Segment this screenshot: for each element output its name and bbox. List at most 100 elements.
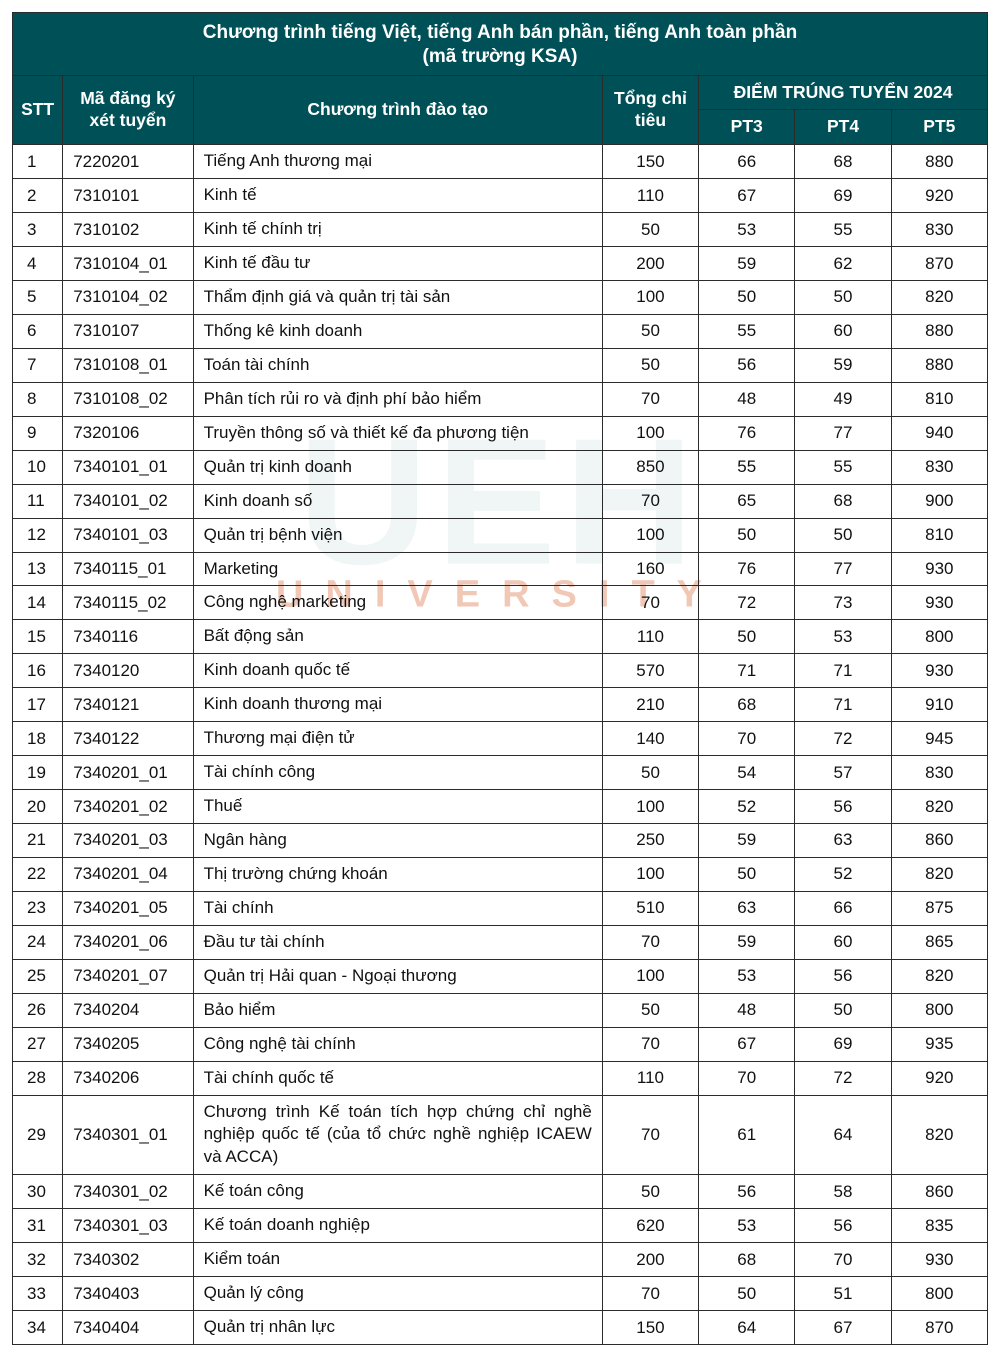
cell-pt5: 920 [891, 179, 987, 213]
cell-stt: 1 [13, 145, 63, 179]
cell-prog: Công nghệ marketing [193, 586, 602, 620]
col-pt3: PT3 [699, 110, 795, 145]
cell-code: 7340301_03 [63, 1209, 193, 1243]
cell-pt3: 50 [699, 281, 795, 315]
cell-pt5: 830 [891, 756, 987, 790]
table-row: 297340301_01Chương trình Kế toán tích hợ… [13, 1095, 988, 1175]
cell-pt5: 910 [891, 688, 987, 722]
cell-prog: Công nghệ tài chính [193, 1027, 602, 1061]
cell-pt3: 53 [699, 213, 795, 247]
table-row: 37310102Kinh tế chính trị505355830 [13, 213, 988, 247]
cell-pt3: 68 [699, 1243, 795, 1277]
cell-prog: Thương mại điện tử [193, 722, 602, 756]
cell-code: 7320106 [63, 416, 193, 450]
cell-pt4: 60 [795, 314, 891, 348]
cell-pt4: 50 [795, 281, 891, 315]
cell-code: 7340201_03 [63, 824, 193, 858]
cell-quota: 110 [602, 620, 698, 654]
cell-pt4: 77 [795, 416, 891, 450]
cell-quota: 50 [602, 213, 698, 247]
cell-stt: 34 [13, 1311, 63, 1345]
cell-pt3: 55 [699, 314, 795, 348]
table-row: 97320106Truyền thông số và thiết kế đa p… [13, 416, 988, 450]
cell-pt5: 820 [891, 790, 987, 824]
cell-prog: Phân tích rủi ro và định phí bảo hiểm [193, 382, 602, 416]
cell-pt5: 920 [891, 1061, 987, 1095]
table-row: 147340115_02Công nghệ marketing707273930 [13, 586, 988, 620]
cell-pt5: 800 [891, 1277, 987, 1311]
cell-stt: 18 [13, 722, 63, 756]
cell-prog: Kinh tế chính trị [193, 213, 602, 247]
cell-quota: 50 [602, 993, 698, 1027]
cell-quota: 70 [602, 925, 698, 959]
cell-quota: 50 [602, 756, 698, 790]
cell-stt: 9 [13, 416, 63, 450]
cell-prog: Kiểm toán [193, 1243, 602, 1277]
cell-pt4: 72 [795, 722, 891, 756]
cell-code: 7340201_06 [63, 925, 193, 959]
cell-pt5: 810 [891, 518, 987, 552]
cell-pt3: 70 [699, 722, 795, 756]
cell-code: 7340205 [63, 1027, 193, 1061]
cell-pt4: 60 [795, 925, 891, 959]
admissions-table-container: UEH UNIVERSITY Chương trình tiếng Việt, … [12, 12, 988, 1345]
table-row: 277340205Công nghệ tài chính706769935 [13, 1027, 988, 1061]
table-row: 237340201_05Tài chính5106366875 [13, 891, 988, 925]
cell-stt: 2 [13, 179, 63, 213]
cell-pt3: 50 [699, 857, 795, 891]
cell-pt3: 67 [699, 179, 795, 213]
col-prog: Chương trình đào tạo [193, 75, 602, 145]
cell-pt4: 71 [795, 688, 891, 722]
cell-pt4: 62 [795, 247, 891, 281]
cell-code: 7310104_01 [63, 247, 193, 281]
cell-stt: 3 [13, 213, 63, 247]
cell-pt5: 860 [891, 1175, 987, 1209]
cell-stt: 22 [13, 857, 63, 891]
cell-stt: 31 [13, 1209, 63, 1243]
cell-pt4: 66 [795, 891, 891, 925]
cell-pt3: 65 [699, 484, 795, 518]
cell-pt4: 70 [795, 1243, 891, 1277]
table-title: Chương trình tiếng Việt, tiếng Anh bán p… [13, 13, 988, 76]
cell-pt5: 810 [891, 382, 987, 416]
title-line1: Chương trình tiếng Việt, tiếng Anh bán p… [203, 22, 797, 43]
cell-pt5: 875 [891, 891, 987, 925]
cell-quota: 70 [602, 1027, 698, 1061]
cell-code: 7340201_05 [63, 891, 193, 925]
cell-stt: 26 [13, 993, 63, 1027]
cell-quota: 70 [602, 484, 698, 518]
cell-stt: 21 [13, 824, 63, 858]
col-pt4: PT4 [795, 110, 891, 145]
table-row: 67310107Thống kê kinh doanh505560880 [13, 314, 988, 348]
cell-code: 7340201_07 [63, 959, 193, 993]
cell-stt: 4 [13, 247, 63, 281]
cell-stt: 10 [13, 450, 63, 484]
cell-pt4: 50 [795, 518, 891, 552]
cell-quota: 160 [602, 552, 698, 586]
col-stt: STT [13, 75, 63, 145]
cell-pt5: 820 [891, 857, 987, 891]
table-row: 157340116Bất động sản1105053800 [13, 620, 988, 654]
cell-pt5: 930 [891, 1243, 987, 1277]
cell-pt5: 935 [891, 1027, 987, 1061]
table-row: 187340122Thương mại điện tử1407072945 [13, 722, 988, 756]
cell-pt4: 68 [795, 484, 891, 518]
cell-prog: Đầu tư tài chính [193, 925, 602, 959]
cell-code: 7340101_02 [63, 484, 193, 518]
col-pt5: PT5 [891, 110, 987, 145]
cell-pt4: 67 [795, 1311, 891, 1345]
cell-quota: 510 [602, 891, 698, 925]
cell-pt5: 860 [891, 824, 987, 858]
cell-pt3: 59 [699, 247, 795, 281]
cell-stt: 5 [13, 281, 63, 315]
cell-quota: 250 [602, 824, 698, 858]
cell-prog: Thị trường chứng khoán [193, 857, 602, 891]
cell-stt: 16 [13, 654, 63, 688]
cell-quota: 100 [602, 857, 698, 891]
cell-prog: Kinh doanh quốc tế [193, 654, 602, 688]
cell-prog: Thuế [193, 790, 602, 824]
table-row: 47310104_01Kinh tế đầu tư2005962870 [13, 247, 988, 281]
cell-stt: 27 [13, 1027, 63, 1061]
cell-prog: Kinh doanh thương mại [193, 688, 602, 722]
cell-quota: 850 [602, 450, 698, 484]
